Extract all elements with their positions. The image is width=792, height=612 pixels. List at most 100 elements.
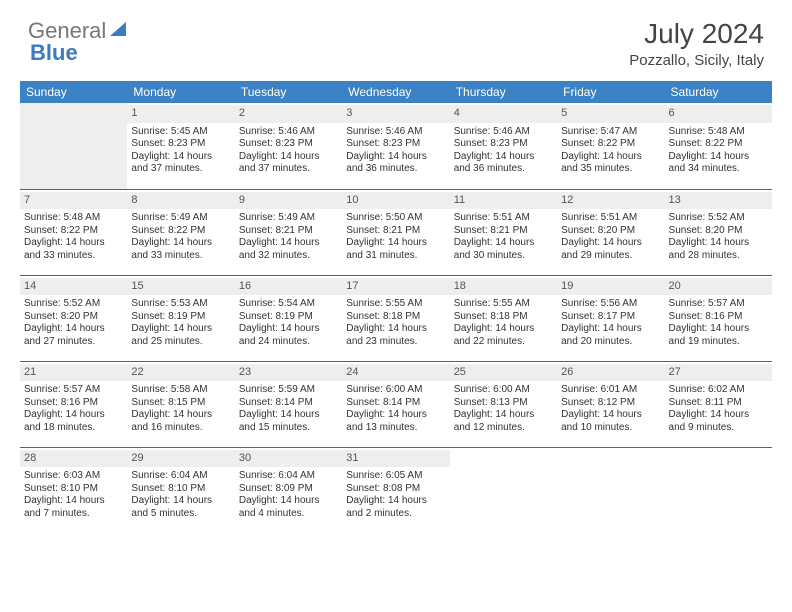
- day-number: 7: [20, 192, 127, 210]
- sunrise-line: Sunrise: 5:46 AM: [454, 126, 553, 139]
- sunrise-line: Sunrise: 6:02 AM: [669, 384, 768, 397]
- calendar-row: 1Sunrise: 5:45 AMSunset: 8:23 PMDaylight…: [20, 103, 772, 189]
- daylight-line: Daylight: 14 hours and 7 minutes.: [24, 495, 123, 520]
- daylight-line: Daylight: 14 hours and 16 minutes.: [131, 409, 230, 434]
- sunset-line: Sunset: 8:16 PM: [24, 397, 123, 410]
- daylight-line: Daylight: 14 hours and 4 minutes.: [239, 495, 338, 520]
- calendar-cell: 7Sunrise: 5:48 AMSunset: 8:22 PMDaylight…: [20, 189, 127, 275]
- daylight-line: Daylight: 14 hours and 24 minutes.: [239, 323, 338, 348]
- sunset-line: Sunset: 8:22 PM: [131, 225, 230, 238]
- sunrise-line: Sunrise: 5:55 AM: [346, 298, 445, 311]
- calendar-cell: 9Sunrise: 5:49 AMSunset: 8:21 PMDaylight…: [235, 189, 342, 275]
- day-number: 13: [665, 192, 772, 210]
- daylight-line: Daylight: 14 hours and 33 minutes.: [131, 237, 230, 262]
- daylight-line: Daylight: 14 hours and 22 minutes.: [454, 323, 553, 348]
- calendar-cell: [20, 103, 127, 189]
- sunrise-line: Sunrise: 5:55 AM: [454, 298, 553, 311]
- calendar-body: 1Sunrise: 5:45 AMSunset: 8:23 PMDaylight…: [20, 103, 772, 533]
- sunrise-line: Sunrise: 6:00 AM: [454, 384, 553, 397]
- sunset-line: Sunset: 8:18 PM: [454, 311, 553, 324]
- weekday-header: Monday: [127, 81, 234, 103]
- sunset-line: Sunset: 8:19 PM: [239, 311, 338, 324]
- sunrise-line: Sunrise: 6:04 AM: [131, 470, 230, 483]
- sunrise-line: Sunrise: 5:52 AM: [669, 212, 768, 225]
- calendar-cell: 18 Sunrise: 5:55 AMSunset: 8:18 PMDayligh…: [450, 275, 557, 361]
- sunrise-line: Sunrise: 5:45 AM: [131, 126, 230, 139]
- calendar-cell: 1Sunrise: 5:45 AMSunset: 8:23 PMDaylight…: [127, 103, 234, 189]
- day-number: 6: [665, 105, 772, 123]
- sunset-line: Sunset: 8:19 PM: [131, 311, 230, 324]
- calendar-cell: 17Sunrise: 5:55 AMSunset: 8:18 PMDayligh…: [342, 275, 449, 361]
- calendar-cell: 20Sunrise: 5:57 AMSunset: 8:16 PMDayligh…: [665, 275, 772, 361]
- calendar-cell: 13Sunrise: 5:52 AMSunset: 8:20 PMDayligh…: [665, 189, 772, 275]
- calendar-cell: 28Sunrise: 6:03 AMSunset: 8:10 PMDayligh…: [20, 447, 127, 533]
- sunset-line: Sunset: 8:23 PM: [454, 138, 553, 151]
- weekday-header: Sunday: [20, 81, 127, 103]
- weekday-header: Friday: [557, 81, 664, 103]
- sunset-line: Sunset: 8:22 PM: [669, 138, 768, 151]
- day-number: 15: [127, 278, 234, 296]
- weekday-header: Wednesday: [342, 81, 449, 103]
- brand-text-2: Blue: [30, 40, 78, 65]
- weekday-header: Saturday: [665, 81, 772, 103]
- day-number: 22: [127, 364, 234, 382]
- day-number: 1: [127, 105, 234, 123]
- calendar-cell: 31Sunrise: 6:05 AMSunset: 8:08 PMDayligh…: [342, 447, 449, 533]
- daylight-line: Daylight: 14 hours and 15 minutes.: [239, 409, 338, 434]
- calendar-cell: 4 Sunrise: 5:46 AMSunset: 8:23 PMDaylight…: [450, 103, 557, 189]
- calendar-row: 7Sunrise: 5:48 AMSunset: 8:22 PMDaylight…: [20, 189, 772, 275]
- day-number: 26: [557, 364, 664, 382]
- title-block: July 2024 Pozzallo, Sicily, Italy: [629, 18, 764, 69]
- brand-text-2-wrap: Blue: [30, 40, 78, 66]
- day-number: 23: [235, 364, 342, 382]
- sunrise-line: Sunrise: 5:58 AM: [131, 384, 230, 397]
- sunset-line: Sunset: 8:18 PM: [346, 311, 445, 324]
- daylight-line: Daylight: 14 hours and 36 minutes.: [454, 151, 553, 176]
- sunset-line: Sunset: 8:15 PM: [131, 397, 230, 410]
- day-number: 11: [450, 192, 557, 210]
- calendar-cell: 2Sunrise: 5:46 AMSunset: 8:23 PMDaylight…: [235, 103, 342, 189]
- sunset-line: Sunset: 8:22 PM: [24, 225, 123, 238]
- day-number: 4: [450, 105, 557, 123]
- calendar-row: 21Sunrise: 5:57 AMSunset: 8:16 PMDayligh…: [20, 361, 772, 447]
- day-number: 2: [235, 105, 342, 123]
- page-title: July 2024: [629, 18, 764, 50]
- day-number: 30: [235, 450, 342, 468]
- calendar-cell: 11Sunrise: 5:51 AMSunset: 8:21 PMDayligh…: [450, 189, 557, 275]
- sunset-line: Sunset: 8:13 PM: [454, 397, 553, 410]
- brand-sail-icon: [108, 18, 128, 44]
- sunset-line: Sunset: 8:20 PM: [669, 225, 768, 238]
- sunrise-line: Sunrise: 5:50 AM: [346, 212, 445, 225]
- calendar-cell: 14Sunrise: 5:52 AMSunset: 8:20 PMDayligh…: [20, 275, 127, 361]
- sunset-line: Sunset: 8:10 PM: [131, 483, 230, 496]
- page-subtitle: Pozzallo, Sicily, Italy: [629, 52, 764, 69]
- calendar-table: SundayMondayTuesdayWednesdayThursdayFrid…: [20, 81, 772, 533]
- calendar-row: 14Sunrise: 5:52 AMSunset: 8:20 PMDayligh…: [20, 275, 772, 361]
- daylight-line: Daylight: 14 hours and 32 minutes.: [239, 237, 338, 262]
- calendar-cell: 29Sunrise: 6:04 AMSunset: 8:10 PMDayligh…: [127, 447, 234, 533]
- sunrise-line: Sunrise: 5:57 AM: [24, 384, 123, 397]
- calendar-cell: 26Sunrise: 6:01 AMSunset: 8:12 PMDayligh…: [557, 361, 664, 447]
- sunrise-line: Sunrise: 6:03 AM: [24, 470, 123, 483]
- day-number: 19: [557, 278, 664, 296]
- calendar-cell: 30Sunrise: 6:04 AMSunset: 8:09 PMDayligh…: [235, 447, 342, 533]
- sunset-line: Sunset: 8:10 PM: [24, 483, 123, 496]
- sunset-line: Sunset: 8:22 PM: [561, 138, 660, 151]
- daylight-line: Daylight: 14 hours and 13 minutes.: [346, 409, 445, 434]
- day-number: 18: [450, 278, 557, 296]
- calendar-cell: 21Sunrise: 5:57 AMSunset: 8:16 PMDayligh…: [20, 361, 127, 447]
- day-number: 29: [127, 450, 234, 468]
- calendar-cell: 15Sunrise: 5:53 AMSunset: 8:19 PMDayligh…: [127, 275, 234, 361]
- daylight-line: Daylight: 14 hours and 33 minutes.: [24, 237, 123, 262]
- sunrise-line: Sunrise: 5:48 AM: [669, 126, 768, 139]
- sunrise-line: Sunrise: 5:51 AM: [561, 212, 660, 225]
- daylight-line: Daylight: 14 hours and 2 minutes.: [346, 495, 445, 520]
- daylight-line: Daylight: 14 hours and 37 minutes.: [239, 151, 338, 176]
- sunset-line: Sunset: 8:09 PM: [239, 483, 338, 496]
- sunset-line: Sunset: 8:11 PM: [669, 397, 768, 410]
- sunset-line: Sunset: 8:23 PM: [346, 138, 445, 151]
- day-number: 5: [557, 105, 664, 123]
- sunset-line: Sunset: 8:21 PM: [239, 225, 338, 238]
- daylight-line: Daylight: 14 hours and 34 minutes.: [669, 151, 768, 176]
- day-number: 31: [342, 450, 449, 468]
